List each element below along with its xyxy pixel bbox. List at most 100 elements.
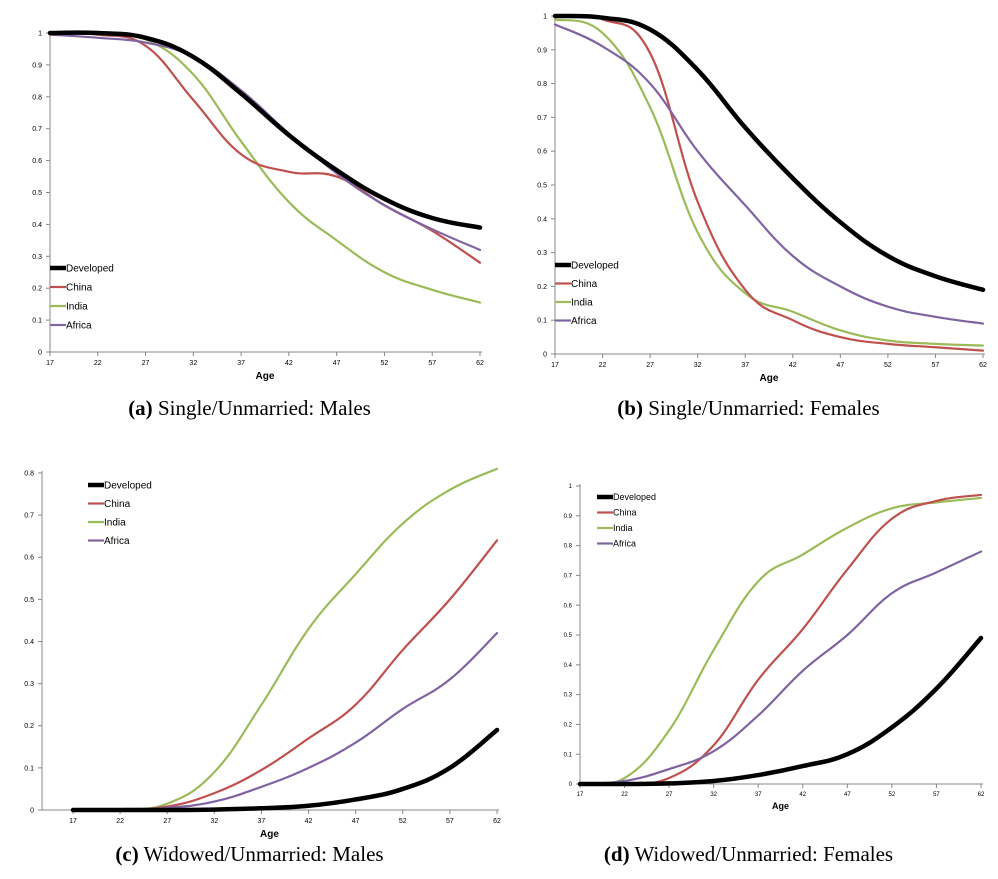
chart-panel-d: 0 0.1 0.2 0.3 0.4 0.5 0.6 0.7 0.8 0.9 1 17 22 27 32 37 4… <box>499 462 998 879</box>
x-tick-label: 32 <box>710 792 717 798</box>
x-tick-label: 32 <box>694 362 702 369</box>
x-tick-label: 62 <box>979 362 987 369</box>
x-tick-label: 22 <box>116 818 124 825</box>
caption-c: (c) Widowed/Unmarried: Males <box>0 842 499 867</box>
y-tick-label: 0.3 <box>24 681 34 688</box>
legend-label-africa: Africa <box>571 316 597 327</box>
x-tick-label: 22 <box>94 360 102 367</box>
legend-label-china: China <box>613 508 637 518</box>
x-tick-label: 17 <box>46 360 54 367</box>
caption-a-text: Single/Unmarried: Males <box>157 396 371 420</box>
caption-d: (d) Widowed/Unmarried: Females <box>499 842 998 867</box>
x-tick-label: 32 <box>189 360 197 367</box>
x-axis-title: Age <box>260 829 279 840</box>
x-axis-title: Age <box>760 373 779 384</box>
series-line-africa <box>578 550 983 786</box>
x-tick-label: 52 <box>381 360 389 367</box>
y-tick-label: 0.5 <box>564 633 573 639</box>
series-line-africa <box>48 33 482 252</box>
x-tick-label: 57 <box>428 360 436 367</box>
legend-label-china: China <box>104 499 131 510</box>
x-tick-label: 47 <box>836 362 844 369</box>
y-tick-label: 0.3 <box>537 250 547 257</box>
caption-c-text: Widowed/Unmarried: Males <box>143 842 384 866</box>
x-axis-title: Age <box>256 371 275 382</box>
x-tick-label: 22 <box>599 362 607 369</box>
series-line-china <box>71 539 499 811</box>
y-tick-label: 0.9 <box>537 47 547 54</box>
x-tick-label: 62 <box>978 792 985 798</box>
y-tick-label: 0.6 <box>32 158 42 165</box>
y-tick-label: 1 <box>569 484 573 490</box>
y-tick-label: 0.7 <box>537 115 547 122</box>
series-line-africa <box>71 631 499 811</box>
x-tick-label: 47 <box>333 360 341 367</box>
x-tick-label: 42 <box>789 362 797 369</box>
caption-d-text: Widowed/Unmarried: Females <box>634 842 894 866</box>
y-tick-label: 0.5 <box>537 182 547 189</box>
y-tick-label: 1 <box>543 13 547 20</box>
x-tick-label: 57 <box>932 362 940 369</box>
x-tick-label: 22 <box>621 792 628 798</box>
y-tick-label: 0.6 <box>564 603 573 609</box>
x-tick-label: 42 <box>799 792 806 798</box>
legend-label-india: India <box>104 518 126 529</box>
y-tick-label: 0.8 <box>537 81 547 88</box>
x-tick-label: 17 <box>577 792 584 798</box>
chart-c: 0 0.1 0.2 0.3 0.4 0.5 0.6 0.7 0.8 17 22 27 32 37 42 47 5… <box>24 467 501 840</box>
y-tick-label: 0.1 <box>32 318 42 325</box>
series-line-china <box>578 493 983 786</box>
series-line-developed <box>552 13 986 293</box>
series-line-developed <box>47 30 483 230</box>
x-tick-label: 37 <box>741 362 749 369</box>
series-line-india <box>578 496 983 786</box>
x-tick-label: 17 <box>551 362 559 369</box>
y-tick-label: 0.2 <box>32 286 42 293</box>
legend-label-developed: Developed <box>571 261 619 272</box>
x-tick-label: 27 <box>163 818 171 825</box>
series-line-china <box>553 14 985 352</box>
x-tick-label: 27 <box>646 362 654 369</box>
y-tick-label: 1 <box>38 30 42 37</box>
legend-label-india: India <box>66 302 88 313</box>
y-tick-label: 0.1 <box>564 752 573 758</box>
x-tick-label: 57 <box>933 792 940 798</box>
x-tick-label: 42 <box>285 360 293 367</box>
x-tick-label: 37 <box>258 818 266 825</box>
series-line-china <box>48 31 482 264</box>
y-tick-label: 0.2 <box>564 723 573 729</box>
legend-label-developed: Developed <box>66 264 114 275</box>
y-tick-label: 0.3 <box>564 693 573 699</box>
y-tick-label: 0.6 <box>537 149 547 156</box>
y-tick-label: 0.8 <box>564 544 573 550</box>
legend-label-china: China <box>66 283 93 294</box>
x-tick-label: 32 <box>210 818 218 825</box>
y-tick-label: 0.4 <box>32 222 42 229</box>
legend-label-india: India <box>571 298 593 309</box>
legend-label-developed: Developed <box>104 481 152 492</box>
x-tick-label: 17 <box>69 818 77 825</box>
y-tick-label: 0.2 <box>24 723 34 730</box>
y-tick-label: 0.7 <box>32 126 42 133</box>
chart-panel-c: 0 0.1 0.2 0.3 0.4 0.5 0.6 0.7 0.8 17 22 27 32 37 42 47 5… <box>0 462 501 879</box>
legend-label-africa: Africa <box>613 539 636 549</box>
legend-label-africa: Africa <box>66 321 92 332</box>
series-line-developed <box>577 635 984 787</box>
y-tick-label: 0.8 <box>32 94 42 101</box>
x-tick-label: 42 <box>305 818 313 825</box>
caption-a-label: (a) <box>128 396 153 420</box>
y-tick-label: 0.4 <box>24 639 34 646</box>
x-tick-label: 62 <box>493 818 501 825</box>
legend-label-developed: Developed <box>613 492 656 502</box>
legend-label-india: India <box>613 523 633 533</box>
caption-b-text: Single/Unmarried: Females <box>648 396 880 420</box>
caption-c-label: (c) <box>115 842 139 866</box>
x-tick-label: 52 <box>884 362 892 369</box>
series-line-india <box>553 18 985 347</box>
caption-d-label: (d) <box>603 842 630 866</box>
chart-d: 0 0.1 0.2 0.3 0.4 0.5 0.6 0.7 0.8 0.9 1 17 22 27 32 37 4… <box>564 484 985 811</box>
y-tick-label: 0 <box>543 351 547 358</box>
x-tick-label: 27 <box>142 360 150 367</box>
x-tick-label: 27 <box>666 792 673 798</box>
x-tick-label: 62 <box>476 360 484 367</box>
